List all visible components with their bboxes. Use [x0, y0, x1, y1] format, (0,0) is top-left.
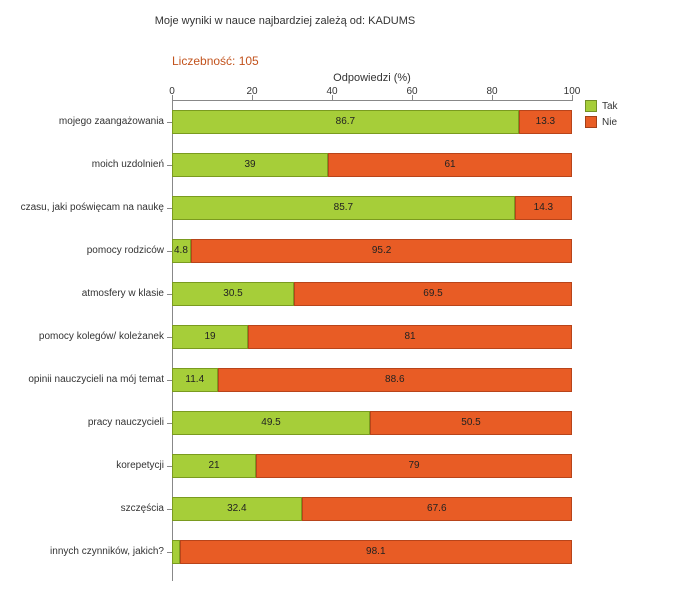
- x-tick-mark: [412, 95, 413, 100]
- legend-item-nie: Nie: [585, 116, 618, 128]
- bar-value-tak: 39: [172, 153, 328, 177]
- legend-label-nie: Nie: [602, 117, 617, 128]
- x-tick-mark: [332, 95, 333, 100]
- y-tick-mark: [167, 165, 172, 166]
- legend-label-tak: Tak: [602, 101, 618, 112]
- bar-value-nie: 14.3: [515, 196, 572, 220]
- x-tick-mark: [172, 95, 173, 100]
- bar-row: 1981: [172, 325, 572, 349]
- y-category-label: mojego zaangażowania: [4, 110, 164, 134]
- legend-swatch-tak: [585, 100, 597, 112]
- y-category-label: pomocy rodziców: [4, 239, 164, 263]
- y-category-label: czasu, jaki poświęcam na naukę: [4, 196, 164, 220]
- y-tick-mark: [167, 251, 172, 252]
- bar-value-nie: 95.2: [191, 239, 572, 263]
- bar-value-nie: 98.1: [180, 540, 572, 564]
- bar-tak: [172, 540, 180, 564]
- bar-value-tak: 85.7: [172, 196, 515, 220]
- chart-title: Moje wyniki w nauce najbardziej zależą o…: [0, 15, 570, 27]
- chart-subtitle: Liczebność: 105: [172, 54, 259, 68]
- y-category-label: pomocy kolegów/ koleżanek: [4, 325, 164, 349]
- y-tick-mark: [167, 552, 172, 553]
- bar-value-nie: 61: [328, 153, 572, 177]
- y-category-label: opinii nauczycieli na mój temat: [4, 368, 164, 392]
- bar-row: 4.895.2: [172, 239, 572, 263]
- bar-row: 32.467.6: [172, 497, 572, 521]
- y-tick-mark: [167, 294, 172, 295]
- x-tick-mark: [492, 95, 493, 100]
- y-category-label: pracy nauczycieli: [4, 411, 164, 435]
- bar-value-nie: 50.5: [370, 411, 572, 435]
- y-tick-mark: [167, 423, 172, 424]
- y-tick-mark: [167, 509, 172, 510]
- bar-row: 30.569.5: [172, 282, 572, 306]
- bar-row: 11.488.6: [172, 368, 572, 392]
- bar-value-nie: 81: [248, 325, 572, 349]
- bar-row: 49.550.5: [172, 411, 572, 435]
- y-category-label: szczęścia: [4, 497, 164, 521]
- bar-row: 86.713.3: [172, 110, 572, 134]
- bar-value-nie: 67.6: [302, 497, 572, 521]
- x-axis-title: Odpowiedzi (%): [172, 72, 572, 84]
- y-category-label: innych czynników, jakich?: [4, 540, 164, 564]
- y-tick-mark: [167, 208, 172, 209]
- legend-item-tak: Tak: [585, 100, 618, 112]
- x-tick-mark: [252, 95, 253, 100]
- y-tick-mark: [167, 466, 172, 467]
- bar-value-tak: 49.5: [172, 411, 370, 435]
- y-category-label: moich uzdolnień: [4, 153, 164, 177]
- bar-value-tak: 19: [172, 325, 248, 349]
- bar-row: 85.714.3: [172, 196, 572, 220]
- y-tick-mark: [167, 337, 172, 338]
- bar-value-nie: 13.3: [519, 110, 572, 134]
- chart-container: Moje wyniki w nauce najbardziej zależą o…: [0, 0, 680, 600]
- y-tick-mark: [167, 122, 172, 123]
- y-category-label: korepetycji: [4, 454, 164, 478]
- legend: Tak Nie: [585, 100, 618, 132]
- legend-swatch-nie: [585, 116, 597, 128]
- bar-value-nie: 69.5: [294, 282, 572, 306]
- x-tick-mark: [572, 95, 573, 100]
- bar-value-tak: 11.4: [172, 368, 218, 392]
- y-category-label: atmosfery w klasie: [4, 282, 164, 306]
- bar-row: 2179: [172, 454, 572, 478]
- bar-value-nie: 79: [256, 454, 572, 478]
- bar-row: 98.1: [172, 540, 572, 564]
- bar-value-tak: 32.4: [172, 497, 302, 521]
- bar-row: 3961: [172, 153, 572, 177]
- bar-value-nie: 88.6: [218, 368, 572, 392]
- bar-value-tak: 30.5: [172, 282, 294, 306]
- bar-value-tak: 21: [172, 454, 256, 478]
- y-tick-mark: [167, 380, 172, 381]
- bar-value-tak: 86.7: [172, 110, 519, 134]
